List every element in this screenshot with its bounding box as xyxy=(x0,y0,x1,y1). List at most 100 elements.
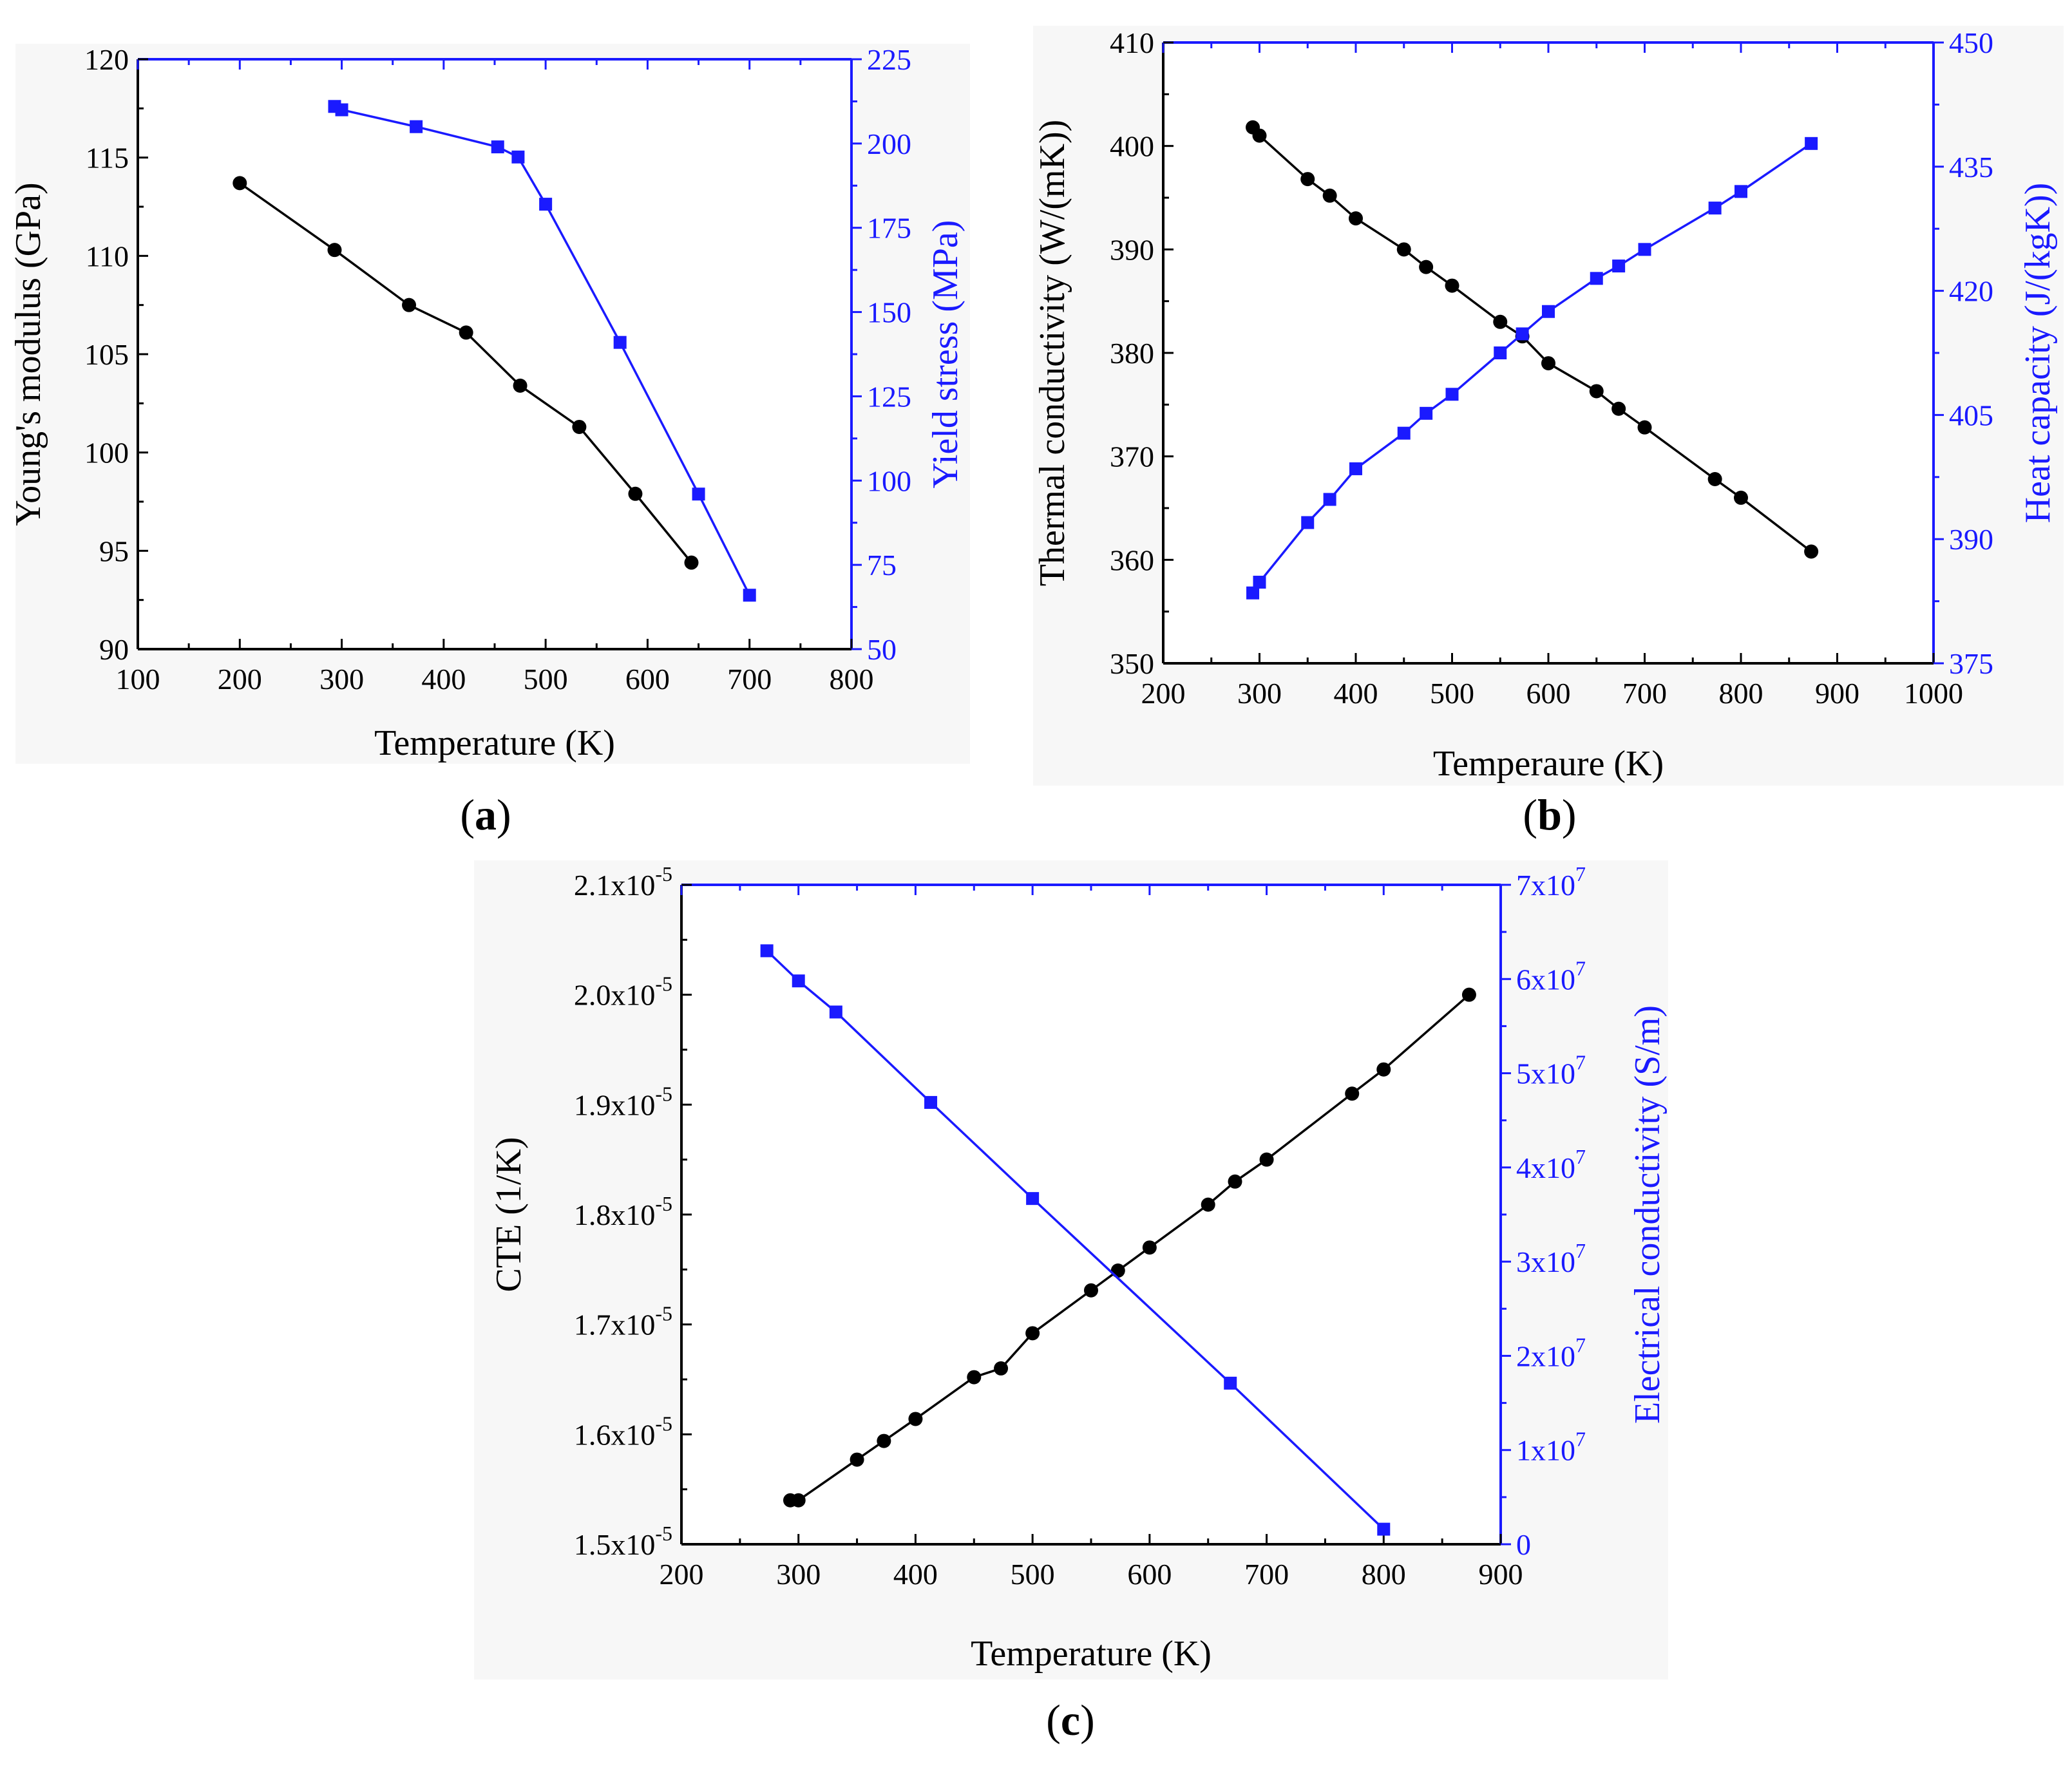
data-point xyxy=(994,1361,1009,1376)
panel-b: 200 300 400 500 600 700 800 900 1000 350 360 370 380… xyxy=(1032,26,2064,839)
data-point xyxy=(1396,242,1411,257)
y-right-tick-label: 225 xyxy=(867,43,911,76)
data-point xyxy=(410,120,423,133)
data-point xyxy=(684,555,699,570)
data-point xyxy=(1084,1283,1098,1298)
y-left-tick-label: 2.1x10-5 xyxy=(574,862,672,902)
data-point xyxy=(513,378,528,393)
y-left-axis-label: Young's modulus (GPa) xyxy=(8,182,48,525)
data-point xyxy=(1735,185,1747,198)
data-point xyxy=(1637,420,1652,435)
data-point xyxy=(1419,260,1434,274)
data-point xyxy=(692,487,705,501)
panel-label: (a) xyxy=(460,790,511,839)
series-cte xyxy=(783,987,1476,1508)
data-point xyxy=(1224,1376,1237,1390)
y-right-tick-label: 100 xyxy=(867,464,911,497)
y-left-tick-label: 1.9x10-5 xyxy=(574,1082,672,1121)
data-point xyxy=(792,974,805,988)
x-tick-label: 700 xyxy=(1244,1558,1289,1591)
y-right-tick-label: 5x107 xyxy=(1516,1051,1586,1090)
y-right-tick-label: 0 xyxy=(1516,1528,1531,1561)
data-point xyxy=(1494,346,1507,359)
y-left-tick-label: 90 xyxy=(99,633,129,666)
y-right-tick-label: 435 xyxy=(1949,151,1993,184)
y-right-tick-label: 3x107 xyxy=(1516,1239,1586,1278)
x-tick-label: 500 xyxy=(1430,677,1474,710)
series-thermal-conductivity xyxy=(1246,120,1819,559)
data-point xyxy=(877,1433,891,1448)
y-right-tick-label: 405 xyxy=(1949,399,1993,431)
x-tick-label: 200 xyxy=(1141,677,1186,710)
data-point xyxy=(1461,987,1476,1002)
data-point xyxy=(1377,1522,1391,1536)
data-point xyxy=(924,1095,938,1109)
y-right-tick-label: 6x107 xyxy=(1516,956,1586,996)
y-right-tick-label: 50 xyxy=(867,633,897,666)
data-point xyxy=(1376,1062,1391,1077)
data-point xyxy=(1420,406,1433,420)
data-point xyxy=(327,243,342,258)
panel-c: 200 300 400 500 600 700 800 900 1.5x10-5 1.6x10-5… xyxy=(474,860,1668,1745)
y-left-tick-label: 1.5x10-5 xyxy=(574,1522,672,1561)
y-left-tick-label: 2.0x10-5 xyxy=(574,972,672,1012)
data-point xyxy=(539,198,553,211)
data-point xyxy=(1246,586,1260,600)
y-left-tick-label: 370 xyxy=(1110,440,1154,473)
data-point xyxy=(1323,493,1336,506)
data-point xyxy=(491,140,504,154)
data-point xyxy=(1493,314,1508,329)
data-point xyxy=(1301,516,1315,529)
x-tick-label: 700 xyxy=(1622,677,1667,710)
plot-area xyxy=(681,885,1501,1544)
y-right-tick-label: 200 xyxy=(867,128,911,160)
x-tick-label: 300 xyxy=(1237,677,1282,710)
x-tick-label: 400 xyxy=(1334,677,1378,710)
y-left-tick-label: 120 xyxy=(84,43,129,76)
data-point xyxy=(1228,1174,1242,1189)
data-point xyxy=(1590,272,1603,285)
y-right-tick-label: 420 xyxy=(1949,275,1993,308)
y-right-tick-label: 175 xyxy=(867,212,911,245)
x-tick-label: 300 xyxy=(776,1558,821,1591)
data-point xyxy=(1589,384,1604,399)
data-point xyxy=(1026,1192,1040,1206)
x-tick-label: 200 xyxy=(218,663,262,695)
data-point xyxy=(1252,128,1267,143)
panel-label: (b) xyxy=(1523,790,1576,839)
y-left-tick-label: 110 xyxy=(86,240,129,272)
data-point xyxy=(1611,401,1626,416)
data-point xyxy=(613,336,627,349)
data-point xyxy=(1708,202,1722,215)
data-point xyxy=(1349,462,1362,475)
series-electrical-conductivity xyxy=(760,944,1391,1536)
x-tick-label: 200 xyxy=(660,1558,704,1591)
series-yield-stress xyxy=(328,100,756,602)
y-left-tick-label: 115 xyxy=(86,142,129,175)
data-point xyxy=(1542,305,1555,318)
y-left-tick-label: 410 xyxy=(1110,26,1154,59)
data-point xyxy=(1322,188,1337,203)
y-right-axis-label: Heat capacity (J/(kgK)) xyxy=(2018,183,2058,524)
y-right-tick-label: 4x107 xyxy=(1516,1145,1586,1184)
x-axis-label: Temperature (K) xyxy=(971,1634,1212,1674)
data-point xyxy=(743,589,756,602)
y-right-tick-label: 150 xyxy=(867,296,911,329)
data-point xyxy=(1516,327,1529,341)
y-left-tick-label: 350 xyxy=(1110,647,1154,680)
data-point xyxy=(1804,544,1819,559)
y-left-tick-label: 1.6x10-5 xyxy=(574,1412,672,1451)
y-left-tick-label: 100 xyxy=(84,437,129,469)
data-point xyxy=(1349,211,1363,226)
y-left-axis-label: Thermal conductivity (W/(mK)) xyxy=(1032,120,1072,587)
panel-a: 100 200 300 400 500 600 700 800 90 95 100 105 110 115… xyxy=(8,43,970,839)
data-point xyxy=(1300,172,1315,187)
x-tick-label: 100 xyxy=(116,663,160,695)
data-point xyxy=(459,325,473,340)
x-tick-label: 800 xyxy=(830,663,874,695)
data-point xyxy=(1734,490,1748,505)
y-right-tick-label: 125 xyxy=(867,380,911,413)
data-point xyxy=(1805,137,1818,150)
x-tick-label: 500 xyxy=(524,663,568,695)
y-right-tick-label: 2x107 xyxy=(1516,1333,1586,1372)
